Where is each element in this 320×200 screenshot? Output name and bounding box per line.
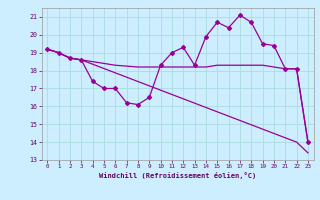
X-axis label: Windchill (Refroidissement éolien,°C): Windchill (Refroidissement éolien,°C) (99, 172, 256, 179)
